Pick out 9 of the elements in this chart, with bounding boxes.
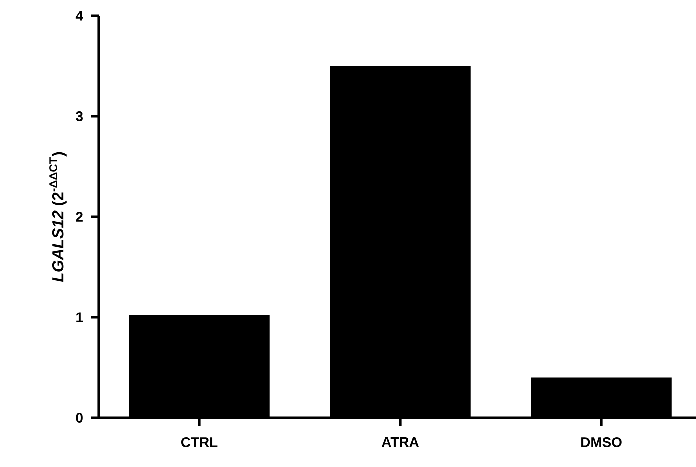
- x-tick-label: CTRL: [181, 438, 218, 448]
- y-tick-label: 2: [76, 212, 83, 222]
- x-tick-label: DMSO: [582, 438, 622, 448]
- y-tick-label: 4: [76, 11, 84, 21]
- y-tick-label: 1: [76, 312, 84, 322]
- x-tick-label: ATRA: [382, 438, 420, 448]
- y-tick-label: 3: [76, 112, 83, 122]
- y-axis-title: LGALS12 (2$^{-ΔΔCT}$): [50, 152, 67, 282]
- y-tick-label: 0: [76, 413, 83, 423]
